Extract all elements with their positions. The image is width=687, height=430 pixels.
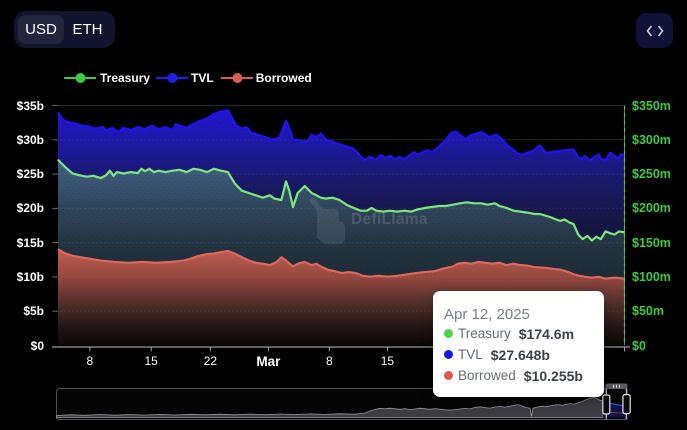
svg-text:DefiLlama: DefiLlama [351, 211, 428, 228]
